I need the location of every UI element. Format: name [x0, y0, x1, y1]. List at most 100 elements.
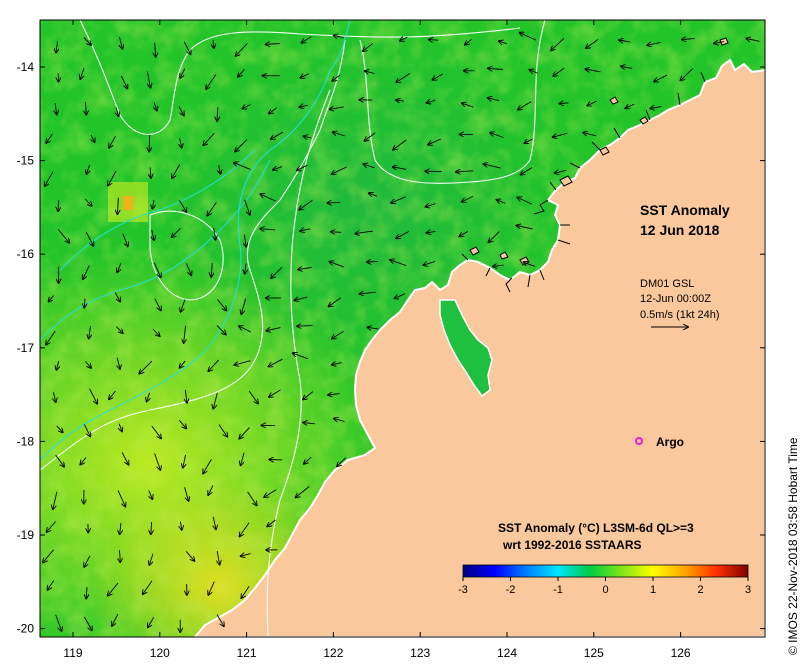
current-vector-arrow [241, 554, 251, 557]
current-vector-arrow [337, 457, 347, 467]
current-vector-arrow [117, 357, 120, 369]
current-vector-arrow [172, 164, 181, 178]
current-vector-arrow [83, 265, 90, 280]
current-vector-arrow [240, 522, 250, 537]
current-vector-arrow [219, 165, 221, 174]
y-tick-label: -16 [17, 247, 35, 261]
current-vector-arrow [242, 104, 251, 109]
current-vector-arrow [269, 389, 281, 397]
current-vector-arrow [271, 266, 283, 278]
x-axis: 119 120 121 122 123 124 125 126 [63, 20, 691, 660]
current-model-label: DM01 GSL [640, 278, 694, 290]
current-vector-arrow [114, 292, 120, 301]
current-vector-arrow [218, 424, 227, 437]
current-vector-arrow [365, 71, 375, 74]
current-vector-arrow [714, 42, 725, 44]
current-vector-arrow [148, 617, 155, 627]
current-vector-arrow [490, 133, 504, 138]
current-vector-arrow [239, 326, 251, 333]
x-tick-label: 126 [671, 646, 691, 660]
current-vector-arrow [332, 166, 347, 174]
current-vector-arrow [520, 33, 537, 41]
colorbar [462, 564, 749, 578]
current-vector-arrow [621, 66, 633, 68]
current-vector-arrow [80, 68, 85, 79]
current-vector-arrow [559, 103, 569, 104]
map-date: 12 Jun 2018 [640, 222, 720, 238]
current-vector-arrow [456, 171, 474, 172]
current-vector-arrow [332, 331, 344, 338]
current-vector-arrow [329, 297, 342, 307]
current-vector-arrow [46, 330, 56, 345]
current-vector-arrow [108, 582, 119, 596]
current-vector-arrow [553, 132, 568, 137]
current-vector-arrow [484, 164, 501, 169]
current-vector-arrow [328, 394, 340, 395]
current-vector-arrow [266, 328, 281, 331]
current-vector-arrow [400, 37, 408, 41]
x-tick-label: 124 [497, 646, 517, 660]
current-vector-arrow [203, 459, 212, 473]
coast-islands [469, 37, 729, 266]
current-vector-arrow [152, 229, 154, 240]
current-vector-arrow [241, 586, 250, 598]
current-vector-arrow [216, 614, 224, 627]
current-vector-arrow [393, 167, 407, 170]
current-vector-arrow [217, 107, 218, 121]
current-vector-arrow [555, 170, 567, 173]
current-vector-arrow [55, 454, 64, 467]
current-vector-arrow [234, 360, 251, 365]
current-vector-arrow [143, 580, 153, 594]
current-vector-arrow [183, 454, 186, 468]
x-tick-label: 123 [410, 646, 430, 660]
current-vector-arrow [120, 75, 127, 89]
current-vector-arrow [488, 98, 500, 101]
current-vector-arrow [139, 360, 153, 374]
current-vector-arrow [271, 131, 283, 139]
colorbar-tick-label: 2 [697, 584, 703, 596]
colorbar-tick-label: -3 [458, 584, 468, 596]
current-vector-arrow [45, 171, 54, 187]
current-vector-arrow [462, 103, 474, 108]
current-vector-arrow [153, 199, 154, 209]
current-vector-arrow [493, 265, 504, 266]
current-vector-arrow [56, 425, 63, 433]
current-vector-arrow [360, 292, 377, 294]
current-vector-arrow [304, 456, 312, 464]
current-vector-arrow [294, 297, 308, 300]
current-vector-arrow [390, 260, 407, 267]
current-vector-arrow [465, 38, 472, 45]
current-vector-arrow [154, 102, 157, 111]
x-tick-label: 119 [63, 646, 82, 660]
current-vector-arrow [84, 555, 91, 567]
current-vector-arrow [185, 263, 191, 275]
current-vector-arrow [85, 101, 86, 115]
credit-label: © IMOS 22-Nov-2018 03:58 Hobart Time [786, 437, 800, 655]
current-vector-arrow [185, 551, 194, 561]
current-vector-arrow [517, 226, 533, 230]
current-vector-arrow [521, 167, 533, 175]
current-vector-arrow [238, 69, 245, 77]
current-vector-arrow [117, 197, 118, 214]
current-vector-arrow [89, 326, 91, 339]
current-vector-arrow [244, 234, 246, 247]
current-vector-arrow [55, 614, 62, 631]
current-vector-arrow [367, 262, 379, 263]
argo-label: Argo [656, 435, 684, 449]
current-scale-label: 0.5m/s (1kt 24h) [640, 309, 719, 321]
current-vector-arrow [586, 39, 599, 49]
current-vector-arrow [181, 299, 186, 312]
current-vector-arrow [427, 100, 436, 103]
current-vector-arrow [207, 202, 217, 215]
current-vector-arrow [214, 227, 216, 240]
current-vector-arrow [178, 106, 184, 116]
current-vector-arrow [299, 105, 309, 107]
current-vector-arrow [56, 360, 58, 370]
current-vector-arrow [122, 233, 128, 247]
current-vector-arrow [208, 581, 215, 595]
current-vector-arrow [241, 298, 247, 315]
current-vector-arrow [426, 204, 436, 207]
map-plot-area [40, 20, 765, 637]
current-vector-arrow [154, 453, 161, 471]
current-vector-arrow [264, 489, 277, 497]
